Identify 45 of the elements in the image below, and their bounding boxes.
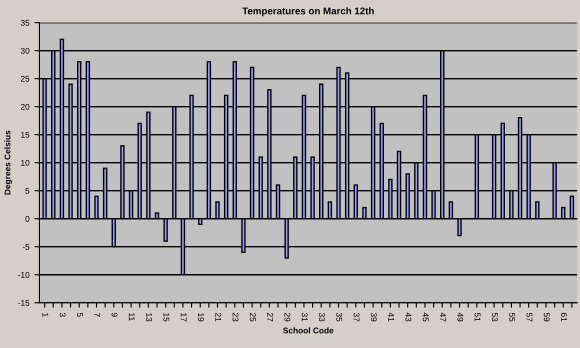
y-tick-label: -10 [18, 272, 30, 278]
x-tick-label: 57 [526, 312, 532, 322]
x-tick-label: 27 [267, 312, 274, 322]
y-tick-label: 35 [20, 20, 30, 26]
x-tick-label: 43 [405, 312, 412, 322]
x-axis-title: School Code [283, 327, 334, 334]
x-tick-label: 45 [422, 312, 429, 322]
x-tick-label: 33 [319, 312, 325, 322]
x-tick-label: 41 [388, 312, 394, 322]
x-tick-label: 5 [76, 312, 83, 317]
x-tick-label: 1 [42, 313, 48, 317]
y-tick-label: 5 [25, 188, 30, 194]
x-tick-label: 61 [561, 312, 567, 322]
x-tick-label: 7 [94, 312, 100, 317]
chart-title: Temperatures on March 12th [242, 7, 374, 16]
y-tick-label: 20 [20, 104, 30, 110]
x-tick-label: 37 [354, 312, 360, 322]
x-tick-label: 13 [146, 313, 152, 322]
x-tick-label: 19 [198, 313, 204, 322]
y-tick-label: 25 [20, 76, 30, 82]
x-tick-label: 47 [440, 312, 446, 322]
y-tick-label: 0 [25, 216, 30, 222]
x-tick-label: 55 [509, 312, 515, 322]
x-tick-label: 59 [544, 312, 550, 322]
y-tick-label: 15 [21, 132, 30, 138]
x-tick-label: 17 [180, 313, 187, 322]
y-tick-label: 10 [21, 160, 30, 166]
x-tick-label: 3 [60, 312, 66, 317]
y-axis-title: Degrees Celsius [4, 130, 12, 195]
x-tick-label: 31 [302, 312, 308, 322]
x-tick-label: 25 [250, 312, 256, 322]
x-tick-label: 23 [232, 312, 238, 322]
x-tick-label: 9 [112, 312, 118, 317]
x-tick-label: 15 [163, 313, 170, 322]
y-tick-label: 30 [20, 48, 30, 54]
x-tick-label: 39 [370, 312, 377, 322]
x-tick-label: 21 [215, 312, 222, 322]
x-tick-label: 29 [284, 312, 290, 322]
x-tick-label: 49 [457, 312, 464, 322]
x-tick-label: 35 [336, 312, 342, 322]
y-tick-label: -5 [22, 244, 30, 250]
y-tick-label: -15 [18, 300, 30, 306]
x-tick-label: 53 [492, 312, 498, 322]
x-tick-label: 11 [128, 313, 135, 321]
x-tick-label: 51 [474, 312, 480, 322]
